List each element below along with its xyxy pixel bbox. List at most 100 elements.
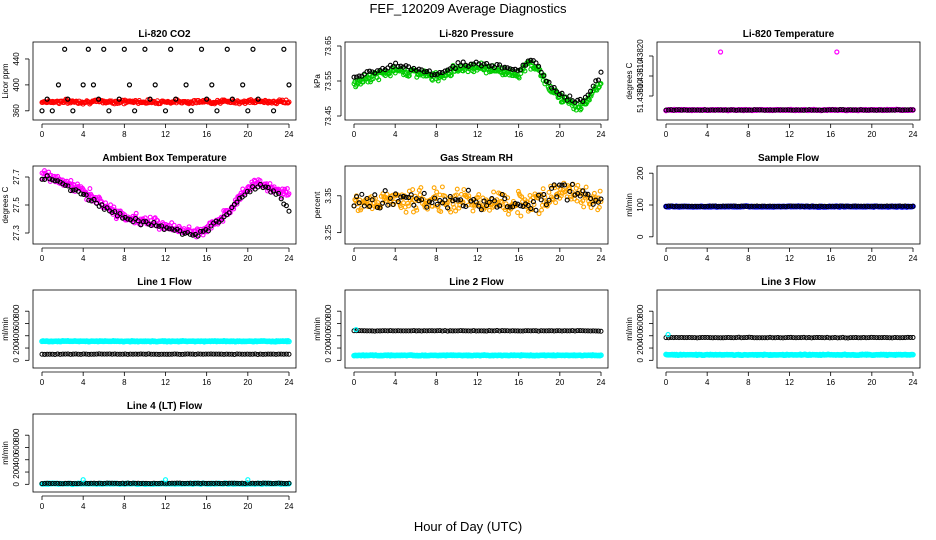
data-point [421,328,427,334]
data-point [213,351,219,357]
data-point [738,107,744,113]
data-point [450,198,456,204]
data-point [413,328,419,334]
data-point [55,82,62,88]
data-point [78,351,84,357]
series-2 [665,331,671,338]
data-point [892,107,898,113]
data-point [759,335,765,341]
data-point [759,203,765,209]
data-point [536,328,542,334]
data-point [814,107,820,113]
data-point [842,335,848,341]
data-point [822,335,828,341]
data-point [146,481,152,487]
data-point [676,203,682,209]
data-point [244,188,250,194]
data-point [751,107,757,113]
data-point [244,351,250,357]
data-point [224,480,230,486]
data-point [372,192,378,198]
data-point [491,64,497,70]
data-point [785,203,791,209]
data-point [450,328,456,334]
data-point [900,335,906,341]
data-point [803,335,809,341]
data-point [582,191,588,197]
data-point [460,203,466,209]
data-point [112,351,118,357]
data-point [829,107,835,113]
data-point [448,209,454,215]
data-point [57,351,63,357]
data-point [359,328,365,334]
data-point [169,100,175,106]
data-point [811,335,817,341]
data-point [161,351,167,357]
data-point [87,186,93,192]
data-point [408,328,414,334]
data-point [138,351,144,357]
data-point [549,185,555,191]
data-point [458,63,464,69]
data-point [398,194,404,200]
data-point [44,96,50,102]
data-point [169,220,175,226]
data-point [494,197,500,203]
data-point [452,197,458,203]
data-point [138,481,144,487]
data-point [118,208,123,214]
data-point [770,335,776,341]
data-point [866,107,872,113]
data-point [47,176,53,182]
data-point [540,186,546,192]
data-point [723,107,729,113]
data-point [871,335,877,341]
data-point [850,335,856,341]
x-tick-label: 4 [705,378,710,387]
data-point [151,219,157,226]
data-point [679,334,685,340]
data-point [746,107,752,113]
data-point [70,187,76,193]
data-point [749,203,755,209]
data-point [671,335,677,341]
data-point [507,66,513,72]
data-point [796,335,802,341]
data-point [214,108,220,114]
data-point [406,203,411,209]
data-point [855,203,861,209]
data-point [588,328,594,334]
data-point [278,351,284,357]
data-point [809,203,815,209]
data-point [203,480,209,486]
y-tick-label: 400 [324,329,333,343]
y-tick-label: 0 [12,482,21,487]
data-point [109,209,115,216]
data-point [130,219,136,225]
x-tick-label: 24 [285,378,294,387]
data-point [42,351,48,357]
y-tick-label: 360 [12,104,21,118]
data-point [437,328,443,334]
data-point [403,194,409,200]
data-point [104,351,110,357]
x-tick-label: 12 [161,502,170,511]
data-point [715,107,721,113]
data-point [382,328,388,334]
data-point [855,335,861,341]
y-axis-label: ml/min [1,317,10,341]
data-point [502,196,508,202]
y-tick-label: 400 [636,329,645,343]
data-point [697,335,703,341]
data-point [850,203,856,209]
data-point [453,208,459,214]
data-point [91,351,97,357]
data-point [151,480,157,486]
data-point [403,328,409,334]
data-point [364,195,370,202]
data-point [401,200,407,206]
data-point [166,351,172,357]
data-point [863,335,869,341]
data-point [583,184,589,190]
